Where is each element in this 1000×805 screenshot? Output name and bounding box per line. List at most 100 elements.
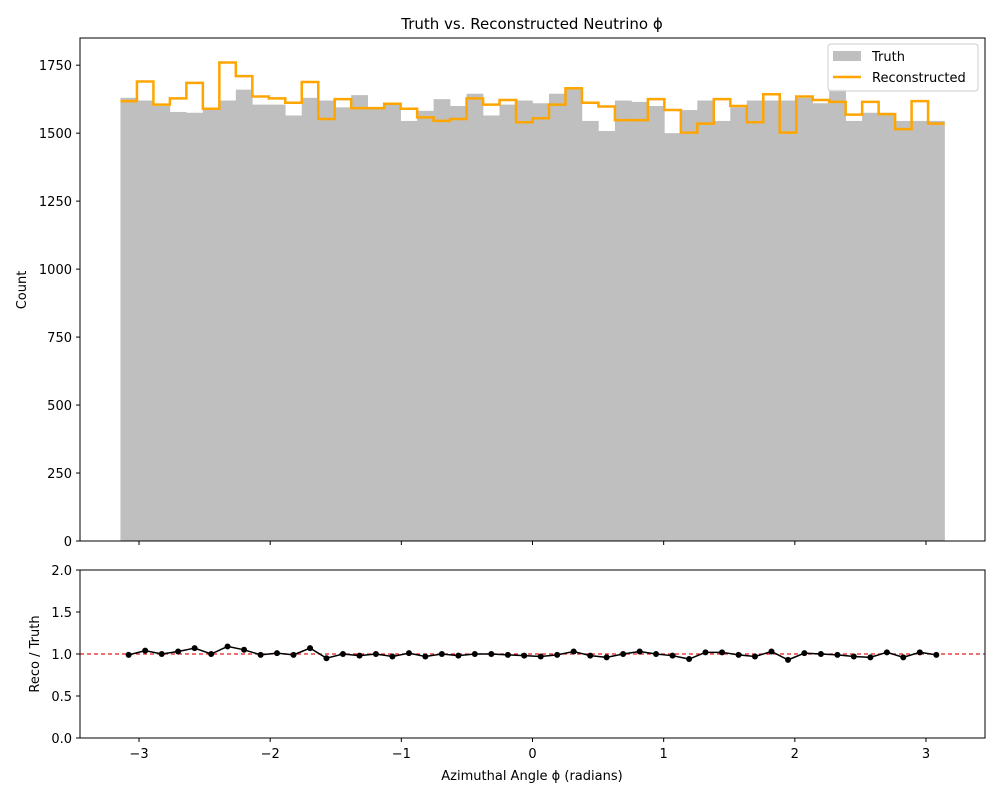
- truth-bar: [911, 120, 929, 541]
- ratio-point: [900, 654, 907, 661]
- ratio-point: [784, 656, 791, 663]
- legend: Truth Reconstructed: [827, 43, 979, 92]
- legend-truth-swatch: [833, 51, 861, 61]
- truth-bar: [367, 108, 385, 541]
- top-y-tick-label: 1750: [39, 59, 72, 74]
- ratio-point: [867, 654, 874, 661]
- top-y-tick-label: 250: [47, 467, 72, 482]
- truth-bar: [153, 105, 171, 542]
- ratio-point: [471, 651, 478, 657]
- ratio-point: [916, 649, 923, 656]
- truth-bar: [483, 115, 500, 541]
- ratio-point: [669, 652, 676, 659]
- ratio-point: [735, 651, 742, 658]
- ratio-point: [339, 651, 346, 657]
- truth-bar: [252, 104, 270, 541]
- ratio-point: [620, 651, 627, 657]
- truth-bar: [565, 89, 583, 542]
- truth-bar: [895, 120, 912, 541]
- ratio-point: [587, 652, 594, 659]
- truth-bar: [614, 100, 632, 542]
- truth-bar: [120, 97, 138, 541]
- truth-bar: [763, 100, 781, 542]
- ratio-point: [817, 651, 824, 657]
- truth-bar: [548, 93, 566, 541]
- ratio-point: [488, 651, 495, 657]
- ratio-point: [653, 651, 660, 657]
- truth-bar: [829, 89, 846, 542]
- bottom-y-tick-label: 0.5: [51, 690, 72, 705]
- top-x-ticks: [138, 541, 927, 545]
- ratio-point: [801, 650, 808, 657]
- ratio-point: [158, 651, 165, 657]
- truth-bar: [268, 104, 286, 541]
- ratio-point: [438, 651, 445, 657]
- top-y-tick-label: 0: [64, 535, 72, 550]
- ratio-point: [603, 654, 610, 661]
- chart-title: Truth vs. Reconstructed Neutrino ϕ: [400, 15, 663, 33]
- truth-bar: [845, 120, 863, 541]
- x-axis-title: Azimuthal Angle ϕ (radians): [441, 769, 622, 784]
- bottom-y-tick-label: 2.0: [51, 564, 72, 579]
- ratio-point: [570, 648, 577, 655]
- truth-bar: [318, 100, 336, 542]
- bottom-y-axis-title: Reco / Truth: [28, 615, 43, 692]
- ratio-point: [768, 648, 775, 655]
- top-y-tick-label: 750: [47, 331, 72, 346]
- ratio-point: [257, 651, 264, 658]
- top-y-tick-label: 1000: [39, 263, 72, 278]
- top-y-axis-title: Count: [15, 271, 30, 310]
- truth-bar: [647, 105, 665, 542]
- ratio-point: [455, 652, 462, 659]
- truth-bar: [202, 108, 220, 541]
- ratio-point: [933, 651, 940, 658]
- ratio-point: [175, 648, 182, 655]
- truth-bar: [697, 100, 715, 542]
- truth-bar: [516, 100, 533, 542]
- top-y-tick-label: 1500: [39, 127, 72, 142]
- ratio-points: [125, 643, 940, 663]
- truth-bar: [680, 110, 698, 541]
- ratio-point: [504, 651, 511, 658]
- truth-bar: [351, 95, 368, 542]
- truth-bar: [928, 120, 945, 541]
- truth-bar: [136, 100, 154, 542]
- ratio-point: [751, 653, 758, 660]
- ratio-point: [850, 653, 857, 660]
- legend-reconstructed-label: Reconstructed: [872, 71, 966, 86]
- truth-bar: [466, 93, 484, 541]
- ratio-point: [389, 653, 396, 660]
- truth-bars: [120, 89, 945, 542]
- bottom-x-tick-label: −1: [392, 747, 411, 762]
- bottom-y-tick-label: 1.5: [51, 606, 72, 621]
- bottom-y-axis: 0.0 0.5 1.0 1.5 2.0: [51, 564, 80, 747]
- ratio-point: [307, 645, 314, 652]
- truth-bar: [219, 100, 237, 542]
- ratio-point: [719, 649, 726, 656]
- ratio-point: [356, 652, 363, 659]
- truth-bar: [631, 101, 649, 541]
- truth-bar: [301, 97, 319, 541]
- truth-bar: [581, 120, 599, 541]
- legend-truth-label: Truth: [871, 50, 905, 65]
- truth-bar: [713, 120, 731, 541]
- truth-bar: [169, 111, 187, 542]
- truth-bar: [450, 105, 467, 542]
- bottom-x-tick-label: 0: [528, 747, 536, 762]
- reconstructed-step-line: [120, 61, 945, 134]
- ratio-point: [241, 646, 248, 653]
- bottom-x-tick-label: 2: [791, 747, 799, 762]
- ratio-point: [274, 650, 281, 657]
- truth-bar: [746, 100, 764, 542]
- bottom-y-tick-label: 0.0: [51, 732, 72, 747]
- truth-bar: [285, 115, 303, 541]
- top-y-axis: 0 250 500 750 1000 1250 1500 1750: [39, 59, 80, 550]
- legend-box: [827, 43, 979, 92]
- ratio-point: [224, 643, 231, 650]
- ratio-point: [521, 652, 528, 659]
- truth-bar: [730, 107, 748, 542]
- truth-bar: [862, 112, 879, 542]
- bottom-x-tick-label: 3: [922, 747, 930, 762]
